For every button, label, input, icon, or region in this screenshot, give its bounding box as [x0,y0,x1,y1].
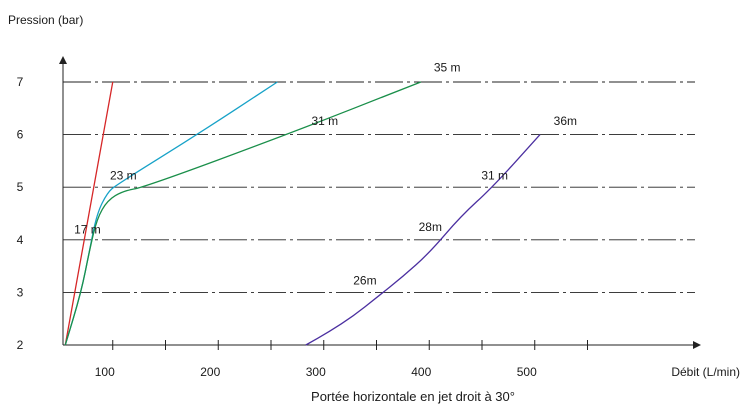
series-line-3 [64,81,422,346]
x-tick-label: 100 [95,365,115,379]
y-tick-label: 6 [17,128,24,142]
labels: 100 200 300 400 500 2 3 4 5 6 7 17 m 23 m 31 m 35 m 26m… [17,60,577,379]
series-line-4 [305,134,541,346]
y-axis-arrow [59,56,67,64]
x-tick-label: 500 [517,365,537,379]
chart-caption: Portée horizontale en jet droit à 30° [311,389,515,404]
range-annotation: 28m [419,220,442,234]
range-annotation: 36m [554,114,577,128]
series-line-1 [64,81,114,346]
range-annotation: 26m [353,274,376,288]
y-tick-label: 5 [17,180,24,194]
range-annotation: 23 m [110,168,137,182]
range-annotation: 17 m [74,222,101,236]
axes [59,56,701,350]
data-series [64,81,541,346]
y-tick-label: 7 [17,75,24,89]
range-annotation: 35 m [434,60,461,74]
gridlines [63,81,695,293]
x-axis-arrow [693,341,701,349]
y-axis-title: Pression (bar) [8,13,83,27]
series-line-2 [64,81,278,346]
y-tick-label: 3 [17,285,24,299]
y-tick-label: 4 [17,233,24,247]
y-tick-label: 2 [17,338,24,352]
x-tick-label: 300 [306,365,326,379]
x-tick-label: 400 [411,365,431,379]
x-axis-title: Débit (L/min) [671,365,740,379]
range-annotation: 31 m [481,168,508,182]
x-tick-label: 200 [200,365,220,379]
range-annotation: 31 m [311,114,338,128]
